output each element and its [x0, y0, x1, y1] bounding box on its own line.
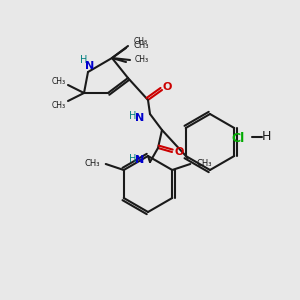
Text: H: H — [129, 111, 137, 121]
Text: Cl: Cl — [231, 131, 244, 145]
Text: N: N — [135, 113, 145, 123]
Text: CH₃: CH₃ — [52, 100, 66, 109]
Text: CH₃: CH₃ — [134, 40, 149, 50]
Text: CH₃: CH₃ — [84, 160, 100, 169]
Text: H: H — [129, 154, 137, 164]
Text: CH₃: CH₃ — [52, 76, 66, 85]
Text: CH₃: CH₃ — [134, 38, 148, 46]
Text: CH₃: CH₃ — [135, 56, 149, 64]
Text: H: H — [80, 55, 88, 65]
Text: N: N — [85, 61, 94, 71]
Text: N: N — [135, 155, 145, 165]
Text: H: H — [261, 130, 271, 143]
Text: O: O — [162, 82, 172, 92]
Text: CH₃: CH₃ — [196, 160, 212, 169]
Text: O: O — [174, 147, 184, 157]
